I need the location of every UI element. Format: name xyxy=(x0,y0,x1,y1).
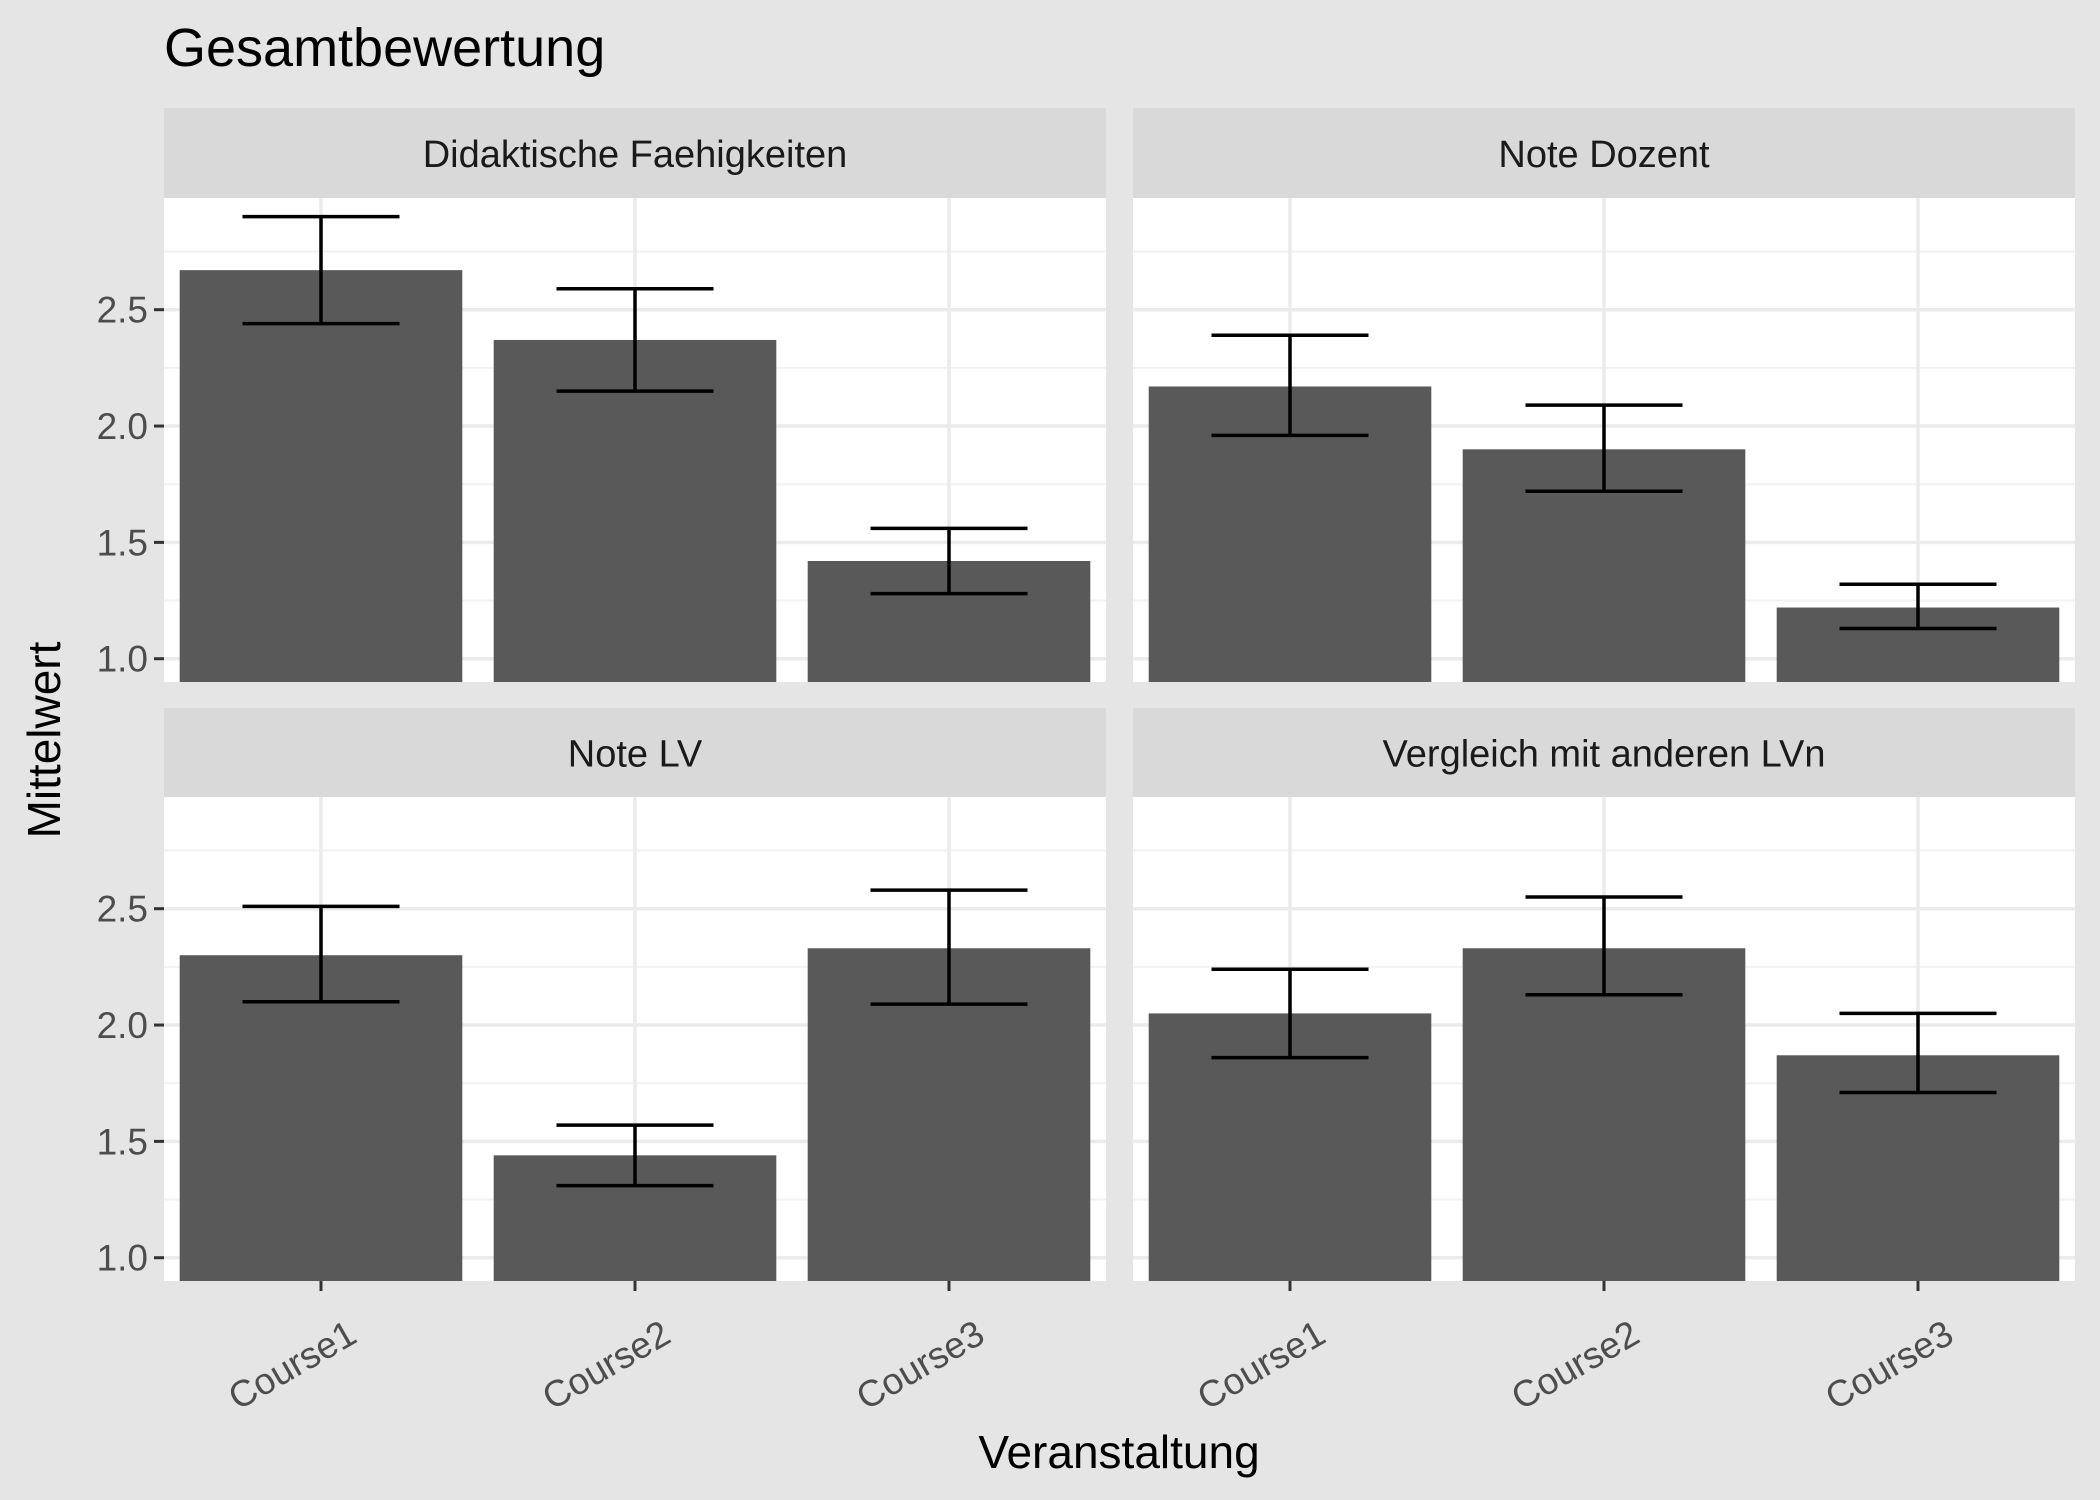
facet-panels: Didaktische Faehigkeiten 1.0 1.5 2.0 2.5 Note… xyxy=(97,108,2075,1418)
error-bar xyxy=(242,214,400,326)
facet-panel: Didaktische Faehigkeiten 1.0 1.5 2.0 2.5 xyxy=(97,108,1106,682)
chart-title: Gesamtbewertung xyxy=(164,18,605,78)
error-bar xyxy=(1211,333,1369,438)
facet-strip xyxy=(164,708,1106,797)
bar xyxy=(179,270,463,682)
y-tick-label: 2.0 xyxy=(97,406,148,447)
error-bar xyxy=(870,526,1028,596)
error-bar xyxy=(1525,403,1683,493)
facet-strip xyxy=(1133,708,2075,797)
error-bar xyxy=(242,904,400,1004)
facet-strip xyxy=(164,108,1106,198)
error-bar xyxy=(1839,582,1997,631)
bar xyxy=(493,339,777,682)
error-bar xyxy=(556,1123,714,1188)
error-bar xyxy=(556,287,714,393)
y-tick-label: 2.5 xyxy=(97,889,148,930)
y-tick-label: 1.0 xyxy=(97,639,148,680)
error-bar xyxy=(1839,1011,1997,1095)
facet-title: Vergleich mit anderen LVn xyxy=(1383,734,1826,776)
facet-title: Didaktische Faehigkeiten xyxy=(423,134,848,176)
error-bar xyxy=(870,888,1028,1006)
facet-panel: Note Dozent xyxy=(1133,108,2075,682)
error-bar xyxy=(1211,967,1369,1060)
error-bar xyxy=(1525,895,1683,997)
facet-title: Note LV xyxy=(568,734,703,776)
y-tick-label: 1.5 xyxy=(97,522,148,563)
facet-strip xyxy=(1133,108,2075,198)
y-tick-label: 1.0 xyxy=(97,1238,148,1279)
y-tick-label: 2.0 xyxy=(97,1005,148,1046)
bar xyxy=(1462,948,1746,1281)
bar xyxy=(179,955,463,1281)
facet-title: Note Dozent xyxy=(1498,134,1710,176)
y-tick-label: 2.5 xyxy=(97,290,148,331)
x-axis-label: Veranstaltung xyxy=(978,1426,1259,1478)
y-axis-label: Mittelwert xyxy=(18,641,70,838)
y-tick-label: 1.5 xyxy=(97,1121,148,1162)
